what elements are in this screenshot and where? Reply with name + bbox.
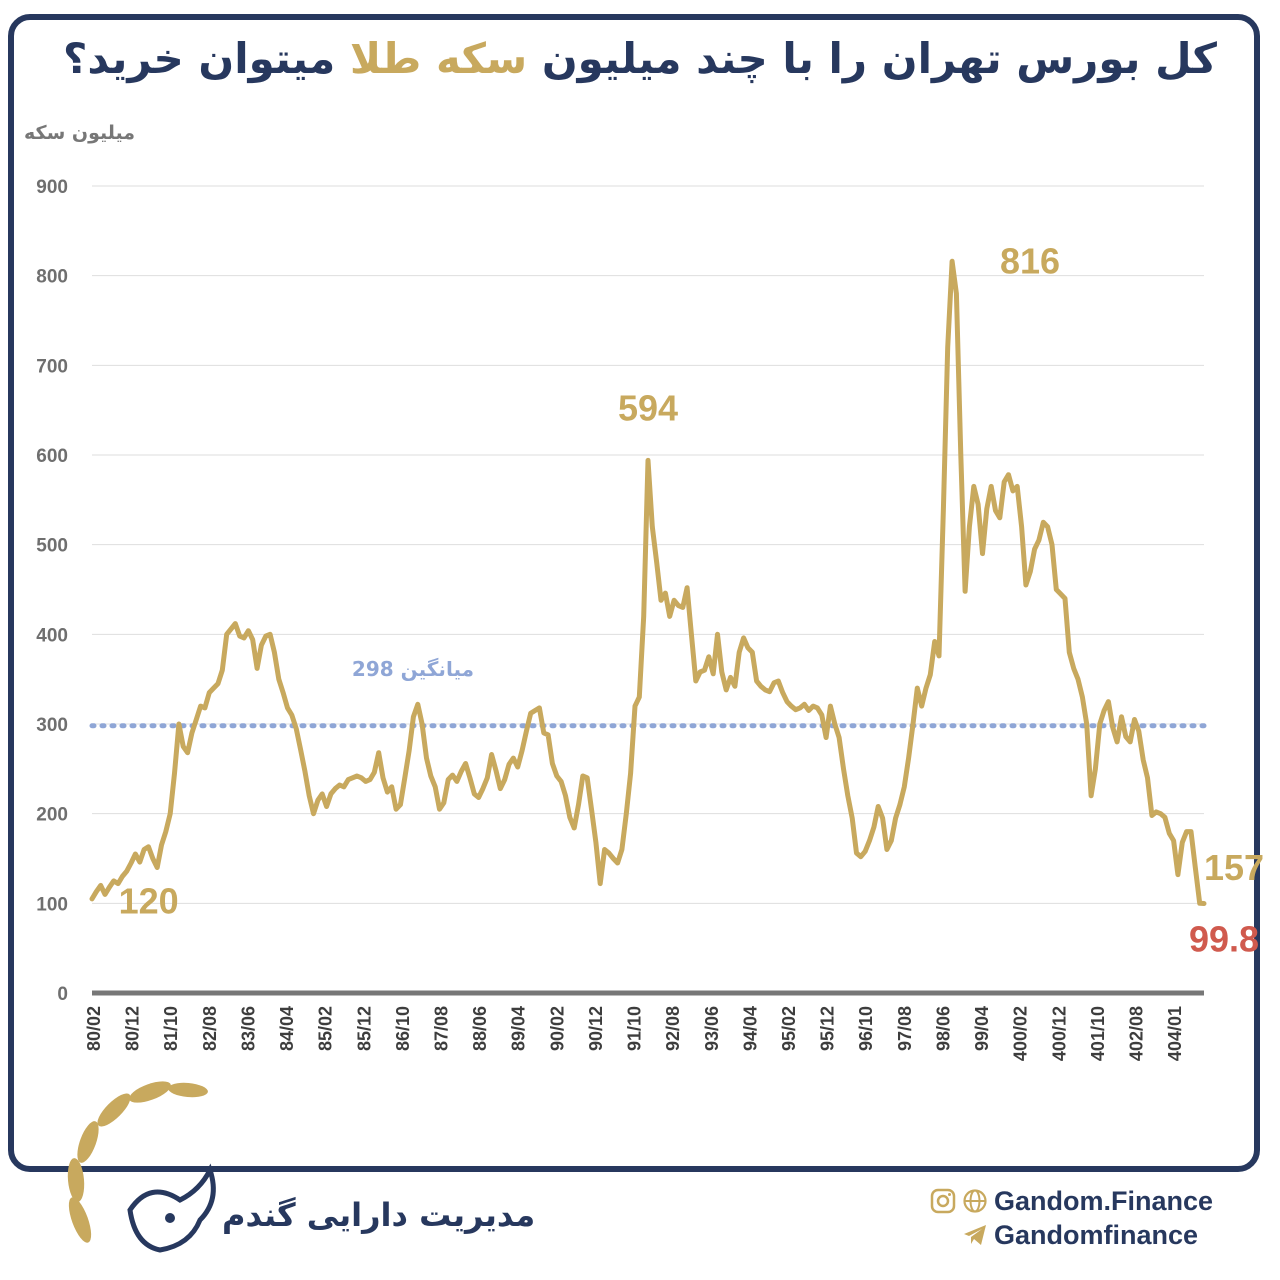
x-tick-label: 87/08 (432, 1006, 452, 1051)
x-tick-label: 95/02 (779, 1006, 799, 1051)
data-label: 99.8 (1189, 919, 1259, 960)
globe-icon (962, 1188, 988, 1214)
wheat-bull-logo (67, 1081, 216, 1253)
x-tick-label: 80/12 (123, 1006, 143, 1051)
y-tick-label: 500 (36, 536, 68, 557)
x-tick-label: 400/02 (1011, 1006, 1031, 1061)
x-tick-label: 82/08 (200, 1006, 220, 1051)
y-axis-unit-label: میلیون سکه (24, 122, 136, 144)
y-tick-label: 800 (36, 267, 68, 288)
x-tick-label: 88/06 (470, 1006, 490, 1051)
y-tick-label: 100 (36, 894, 68, 915)
y-tick-label: 300 (36, 715, 68, 736)
x-tick-label: 84/04 (277, 1006, 297, 1051)
y-tick-label: 600 (36, 446, 68, 467)
y-tick-label: 900 (36, 177, 68, 198)
social-links: Gandom.Finance Gandomfinance (930, 1184, 1260, 1252)
x-tick-label: 404/01 (1165, 1006, 1185, 1061)
x-tick-label: 99/04 (972, 1006, 992, 1051)
x-tick-label: 91/10 (625, 1006, 645, 1051)
x-tick-label: 86/10 (393, 1006, 413, 1051)
x-tick-label: 85/12 (354, 1006, 374, 1051)
x-tick-label: 90/02 (547, 1006, 567, 1051)
series-line (89, 258, 1207, 906)
blank-icon-slot (930, 1222, 956, 1248)
y-tick-label: 400 (36, 625, 68, 646)
x-tick-label: 93/06 (702, 1006, 722, 1051)
x-tick-label: 98/06 (933, 1006, 953, 1051)
page-title: کل بورس تهران را با چند میلیون سکه طلا م… (0, 34, 1280, 83)
title-accent: سکه طلا (349, 34, 528, 83)
data-label: 594 (618, 387, 678, 428)
x-tick-label: 83/06 (238, 1006, 258, 1051)
x-tick-label: 81/10 (161, 1006, 181, 1051)
x-tick-label: 92/08 (663, 1006, 683, 1051)
telegram-row[interactable]: Gandomfinance (930, 1218, 1260, 1252)
title-part-2: میتوان خرید؟ (63, 34, 350, 83)
telegram-icon (962, 1222, 988, 1248)
x-tick-label: 400/12 (1049, 1006, 1069, 1061)
website-link[interactable]: Gandom.Finance (994, 1185, 1214, 1216)
x-tick-label: 96/10 (856, 1006, 876, 1051)
website-row[interactable]: Gandom.Finance (930, 1184, 1260, 1218)
data-label: 120 (119, 880, 179, 921)
x-tick-label: 402/08 (1127, 1006, 1147, 1061)
y-tick-label: 0 (57, 984, 68, 1005)
x-tick-label: 94/04 (740, 1006, 760, 1051)
x-tick-label: 89/04 (509, 1006, 529, 1051)
x-tick-label: 401/10 (1088, 1006, 1108, 1061)
instagram-icon (930, 1188, 956, 1214)
data-label: 157 (1204, 847, 1264, 888)
y-tick-label: 200 (36, 805, 68, 826)
x-tick-label: 90/12 (586, 1006, 606, 1051)
chart-frame (8, 14, 1260, 1172)
average-label: میانگین 298 (352, 657, 474, 681)
x-tick-label: 80/02 (84, 1006, 104, 1051)
data-label: 816 (1000, 240, 1060, 281)
x-tick-label: 97/08 (895, 1006, 915, 1051)
x-tick-label: 95/12 (818, 1006, 838, 1051)
x-tick-label: 85/02 (316, 1006, 336, 1051)
telegram-link[interactable]: Gandomfinance (994, 1219, 1199, 1250)
title-part-1: کل بورس تهران را با چند میلیون (527, 34, 1217, 83)
y-tick-label: 700 (36, 356, 68, 377)
brand-name: مدیریت دارایی گندم (222, 1196, 536, 1234)
